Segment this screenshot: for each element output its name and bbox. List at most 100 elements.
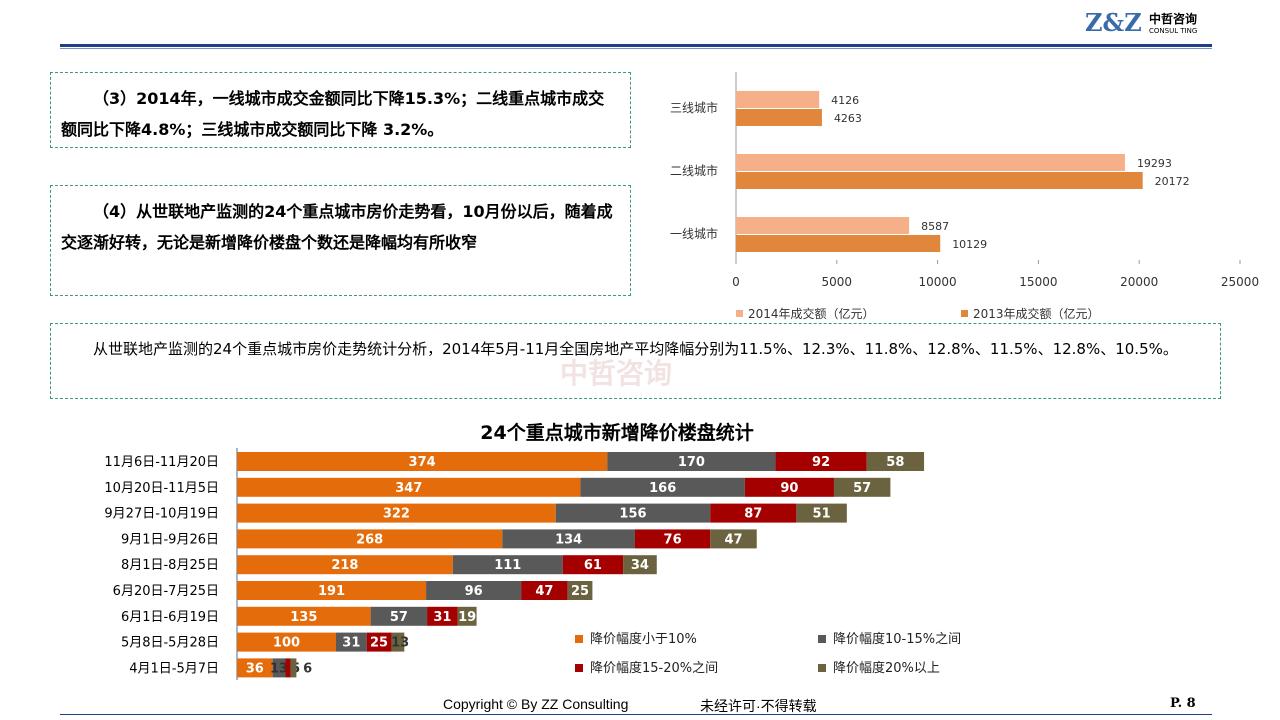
x-tick-label: 20000 <box>1120 275 1158 289</box>
bar-segment <box>580 477 745 497</box>
legend-swatch <box>575 635 583 643</box>
bar-segment <box>710 503 797 523</box>
bar-segment <box>744 477 834 497</box>
bar-segment <box>502 529 635 549</box>
data-label: 268 <box>356 532 383 547</box>
bar-segment <box>457 606 477 626</box>
bar-segment <box>796 503 847 523</box>
data-label: 57 <box>853 481 871 496</box>
data-label: 13 <box>270 661 288 676</box>
paragraph-5: 从世联地产监测的24个重点城市房价走势统计分析，2014年5月-11月全国房地产… <box>93 340 1178 358</box>
legend-label: 2013年成交额（亿元） <box>973 306 1100 321</box>
data-label: 322 <box>383 507 410 522</box>
copyright-notice: 未经许可·不得转载 <box>700 698 817 714</box>
data-label: 96 <box>465 584 483 599</box>
data-label: 47 <box>724 532 742 547</box>
copyright: Copyright © By ZZ Consulting <box>443 696 629 712</box>
legend-swatch <box>961 310 968 317</box>
data-label: 76 <box>664 532 682 547</box>
data-label: 34 <box>631 558 649 573</box>
data-label: 31 <box>342 636 360 651</box>
category-label: 11月6日-11月20日 <box>104 455 219 470</box>
data-label: 4263 <box>834 112 862 125</box>
data-label: 170 <box>678 455 705 470</box>
category-label: 二线城市 <box>670 163 718 178</box>
category-label: 8月1日-8月25日 <box>121 558 219 573</box>
bar-segment <box>607 452 776 471</box>
bar <box>736 109 822 126</box>
page-number: P. 8 <box>1170 696 1196 711</box>
data-label: 19293 <box>1137 157 1172 170</box>
city-turnover-chart: 0 5000 10000 15000 20000 25000 三线城市 4126 4263 二线城… <box>670 72 1259 321</box>
bar-segment <box>866 452 925 471</box>
legend-swatch <box>736 310 743 317</box>
bar-segment <box>452 555 563 575</box>
bar <box>736 217 910 234</box>
chart-title: 24个重点城市新增降价楼盘统计 <box>480 422 754 444</box>
data-label: 13 <box>391 636 409 651</box>
data-label: 10129 <box>952 238 987 251</box>
price-cut-chart: 11月6日-11月20日 374 170 92 58 10月20日-11月5日 347 166… <box>104 448 961 680</box>
bar-segment <box>237 452 608 471</box>
bar-segment <box>285 658 291 678</box>
category-label: 一线城市 <box>670 226 718 241</box>
bar <box>736 91 820 108</box>
x-tick-label: 15000 <box>1019 275 1057 289</box>
category-label: 6月20日-7月25日 <box>113 584 219 599</box>
bar-segment <box>237 581 427 600</box>
header-rule-thin <box>60 48 1212 49</box>
data-label: 31 <box>433 610 451 625</box>
bar-segment <box>370 606 428 626</box>
data-label: 6 <box>303 661 312 676</box>
bar-segment <box>623 555 657 575</box>
bar-segment <box>634 529 711 549</box>
bar-segment <box>555 503 711 523</box>
data-label: 87 <box>744 507 762 522</box>
legend-swatch <box>575 664 583 672</box>
logo-cn: 中哲咨询 <box>1149 12 1198 26</box>
category-label: 三线城市 <box>670 100 718 115</box>
data-label: 36 <box>246 661 264 676</box>
data-label: 47 <box>535 584 553 599</box>
x-tick-label: 25000 <box>1221 275 1259 289</box>
data-label: 92 <box>812 455 830 470</box>
bar-segment <box>567 581 593 600</box>
category-label: 4月1日-5月7日 <box>129 661 219 676</box>
watermark: 中哲咨询 <box>560 357 673 390</box>
paragraph-3: （3）2014年，一线城市成交金额同比下降15.3%；二线重点城市成交额同比下降… <box>61 89 605 139</box>
data-label: 25 <box>571 584 589 599</box>
data-label: 25 <box>370 636 388 651</box>
bar-segment <box>237 555 453 575</box>
bar-segment <box>710 529 757 549</box>
x-tick-label: 10000 <box>919 275 957 289</box>
bar-segment <box>272 658 286 678</box>
data-label: 20172 <box>1155 175 1190 188</box>
x-tick-label: 5000 <box>822 275 853 289</box>
bar-segment <box>237 658 273 678</box>
category-label: 6月1日-6月19日 <box>121 610 219 625</box>
data-label: 135 <box>290 610 317 625</box>
bar-segment <box>391 632 405 652</box>
category-label: 9月1日-9月26日 <box>121 532 219 547</box>
bar-segment <box>237 477 581 497</box>
legend-label: 2014年成交额（亿元） <box>748 306 875 321</box>
category-label: 9月27日-10月19日 <box>104 507 219 522</box>
bar-segment <box>562 555 624 575</box>
legend-swatch <box>818 664 826 672</box>
data-label: 111 <box>494 558 521 573</box>
bar-segment <box>427 606 458 626</box>
logo-mark: Z&Z <box>1085 8 1142 37</box>
bar-segment <box>237 632 336 652</box>
bar-segment <box>290 658 297 678</box>
legend-label: 降价幅度10-15%之间 <box>833 631 961 647</box>
text-box-5: 从世联地产监测的24个重点城市房价走势统计分析，2014年5月-11月全国房地产… <box>50 323 1221 399</box>
text-box-3: （3）2014年，一线城市成交金额同比下降15.3%；二线重点城市成交额同比下降… <box>50 72 631 148</box>
data-label: 19 <box>458 610 476 625</box>
bar-segment <box>237 529 503 549</box>
bar-segment <box>237 606 371 626</box>
data-label: 374 <box>409 455 436 470</box>
bar-segment <box>775 452 867 471</box>
category-label: 10月20日-11月5日 <box>104 481 219 496</box>
x-tick-label: 0 <box>732 275 740 289</box>
category-label: 5月8日-5月28日 <box>121 636 219 651</box>
